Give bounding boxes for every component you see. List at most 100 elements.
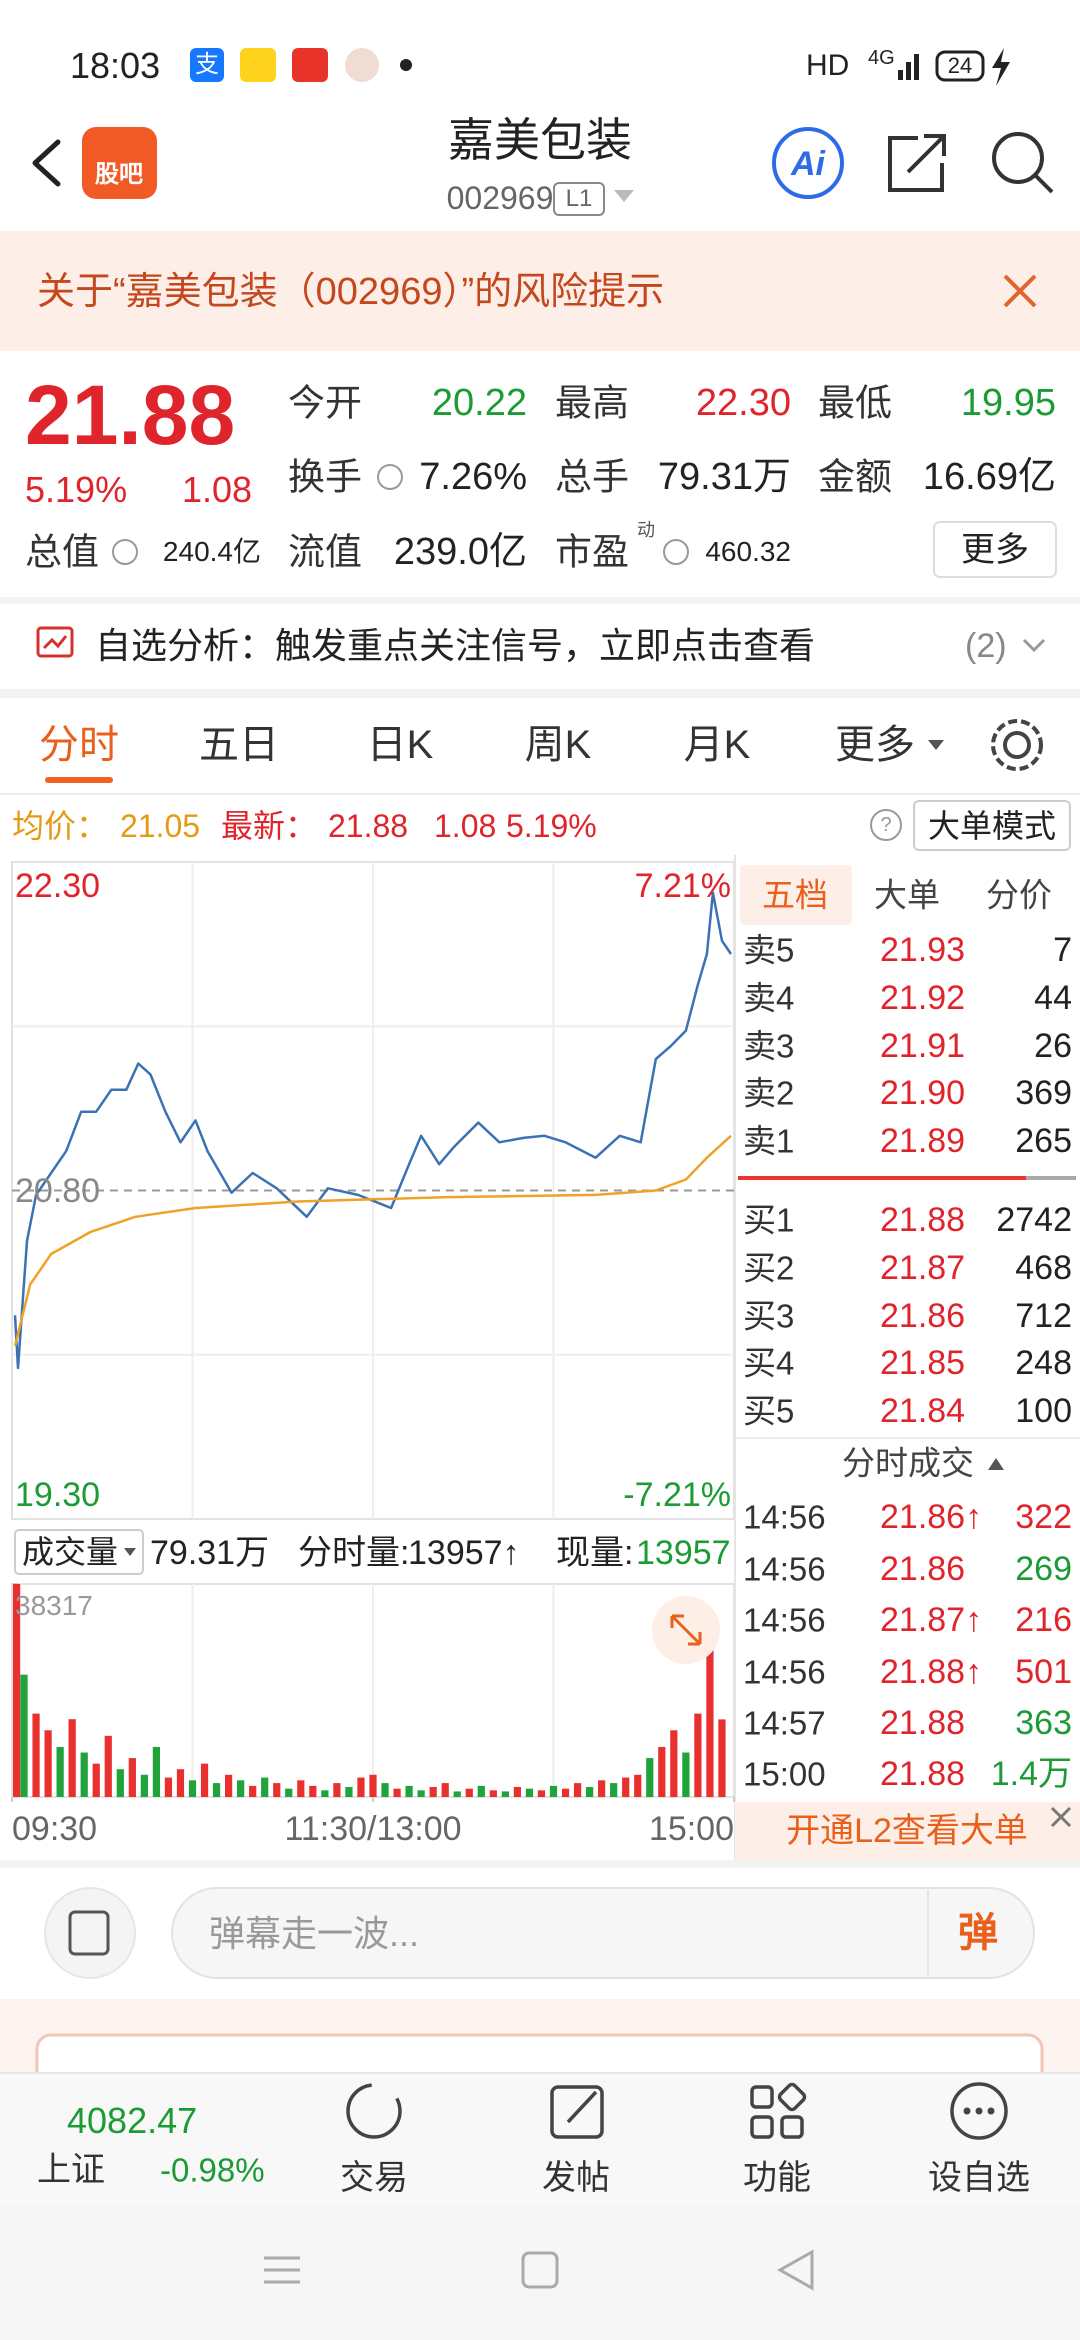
last-label: 最新： xyxy=(221,808,318,844)
tab[interactable]: 周K xyxy=(524,723,592,767)
ai-label[interactable]: Ai xyxy=(791,145,825,183)
book-price: 21.88 xyxy=(880,1201,966,1239)
volume-bar xyxy=(634,1774,642,1797)
signal-text[interactable]: 自选分析：触发重点关注信号，立即点击查看 xyxy=(95,625,816,666)
tab[interactable]: 日K xyxy=(366,723,434,767)
notice-band xyxy=(0,231,1080,351)
close-banner[interactable] xyxy=(1050,1806,1072,1828)
settings-button[interactable] xyxy=(991,719,1043,771)
danmu-placeholder[interactable]: 弹幕走一波... xyxy=(209,1913,420,1954)
charging-icon[interactable] xyxy=(992,48,1010,86)
volume-bar xyxy=(261,1777,269,1797)
logo-label[interactable]: 股吧 xyxy=(95,161,143,188)
collapse-icon[interactable] xyxy=(988,1458,1004,1470)
dropdown-icon[interactable] xyxy=(124,1548,136,1556)
risk-notice[interactable]: 关于“嘉美包装（002969）”的风险提示 xyxy=(37,271,665,313)
search-button[interactable] xyxy=(992,132,1054,194)
charts xyxy=(11,861,735,1802)
book-level: 买2 xyxy=(743,1249,795,1287)
book-tab[interactable]: 大单 xyxy=(874,876,940,914)
volume-bar xyxy=(128,1758,136,1797)
danmu-icon xyxy=(68,1910,110,1956)
logo[interactable] xyxy=(82,127,157,199)
volume-label[interactable]: 成交量 xyxy=(22,1534,119,1570)
share-button[interactable] xyxy=(888,134,946,192)
nav-item[interactable]: 发帖 xyxy=(542,2159,610,2197)
change-percent: 5.19% xyxy=(25,469,128,510)
trade-time: 15:00 xyxy=(743,1755,826,1793)
tab[interactable]: 五日 xyxy=(199,723,279,767)
change-pct-small: 5.19% xyxy=(506,808,597,844)
volume-bar xyxy=(13,1584,21,1797)
volume-bar xyxy=(56,1746,64,1797)
trade-price: 21.88 xyxy=(880,1755,966,1793)
app-icon xyxy=(240,48,276,82)
book-volume: 369 xyxy=(1015,1074,1072,1112)
tab[interactable]: 更多 xyxy=(835,723,915,767)
tab[interactable]: 月K xyxy=(683,723,751,767)
y-tick-label: 19.30 xyxy=(15,1476,101,1514)
l2-banner-label[interactable]: 开通L2查看大单 xyxy=(786,1812,1028,1850)
y-tick-label: 22.30 xyxy=(15,867,101,905)
stat-value: 7.26% xyxy=(419,456,527,498)
last-price-small: 21.88 xyxy=(328,808,409,844)
stat-label: 市盈 xyxy=(555,531,629,573)
book-tab[interactable]: 分价 xyxy=(986,876,1052,914)
mode-label[interactable]: 大单模式 xyxy=(927,808,1057,844)
volume-bar xyxy=(417,1790,425,1797)
dropdown-icon[interactable] xyxy=(614,190,634,202)
back-button[interactable] xyxy=(32,139,61,187)
danmu-button[interactable]: 弹 xyxy=(958,1911,998,1955)
danmu-input[interactable] xyxy=(171,1887,1035,1979)
trade-price: 21.88↑ xyxy=(880,1653,983,1691)
volume-bar xyxy=(116,1769,124,1797)
book-price: 21.91 xyxy=(880,1027,966,1065)
volume-bar xyxy=(20,1674,28,1797)
y2-tick-label: 7.21% xyxy=(634,867,731,905)
volume-bar xyxy=(706,1619,714,1797)
ai-button[interactable] xyxy=(772,127,844,199)
volume-bar xyxy=(140,1774,148,1797)
book-price: 21.87 xyxy=(880,1249,966,1287)
book-price: 21.85 xyxy=(880,1344,966,1382)
nav-item[interactable]: 交易 xyxy=(340,2159,408,2197)
book-price: 21.89 xyxy=(880,1122,966,1160)
book-level: 买1 xyxy=(743,1201,795,1239)
danmu-settings[interactable] xyxy=(44,1887,136,1979)
more-dots xyxy=(963,2107,995,2115)
book-price: 21.84 xyxy=(880,1392,966,1430)
stat-value: 460.32 xyxy=(705,536,791,567)
stat-value: 240.4亿 xyxy=(162,536,261,567)
app-icon-label: 支 xyxy=(195,51,219,78)
info-icons[interactable] xyxy=(112,464,689,565)
volume-bar xyxy=(309,1785,317,1797)
volume-selector[interactable] xyxy=(14,1529,144,1575)
volume-bar xyxy=(549,1785,558,1797)
l2-banner[interactable] xyxy=(735,1802,1080,1860)
more-button[interactable] xyxy=(933,521,1057,578)
nav-item[interactable]: 设自选 xyxy=(928,2159,1030,2197)
close-notice[interactable] xyxy=(1003,274,1037,308)
book-tab[interactable]: 五档 xyxy=(762,876,828,914)
stat-label: 总值 xyxy=(25,531,99,573)
stat-label: 金额 xyxy=(818,456,892,498)
tab[interactable]: 分时 xyxy=(39,723,119,767)
level-label: L1 xyxy=(565,185,593,212)
system-nav xyxy=(0,2205,1080,2340)
dropdown-icon[interactable] xyxy=(928,740,944,750)
volume-bar xyxy=(718,1719,726,1797)
mode-button[interactable] xyxy=(913,800,1071,851)
book-volume: 712 xyxy=(1015,1297,1072,1335)
more-label[interactable]: 更多 xyxy=(961,531,1029,569)
nav-item[interactable]: 功能 xyxy=(743,2159,811,2197)
help-icon[interactable] xyxy=(870,809,902,841)
index-value[interactable]: 4082.47 xyxy=(67,2100,198,2141)
nav-icons[interactable] xyxy=(346,2082,1008,2140)
x-tick-label: 15:00 xyxy=(648,1810,734,1848)
book-level: 卖4 xyxy=(743,979,795,1017)
system-buttons[interactable] xyxy=(264,2249,814,2291)
expand-icon[interactable] xyxy=(1022,638,1046,653)
index-change: -0.98% xyxy=(160,2151,265,2189)
trades-title[interactable]: 分时成交 xyxy=(842,1444,974,1482)
